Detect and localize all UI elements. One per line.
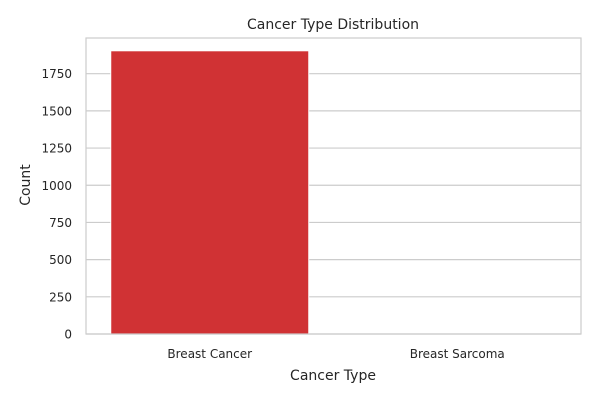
y-tick-label: 1750 bbox=[41, 67, 72, 81]
bar-breast-cancer bbox=[110, 50, 310, 335]
y-tick-labels: 0 250 500 750 1000 1250 1500 1750 bbox=[41, 67, 72, 341]
y-tick-label: 1000 bbox=[41, 179, 72, 193]
bars bbox=[110, 50, 310, 335]
chart-title: Cancer Type Distribution bbox=[247, 17, 419, 33]
x-axis-label: Cancer Type bbox=[290, 368, 376, 384]
y-axis-label: Count bbox=[18, 164, 34, 206]
y-tick-label: 0 bbox=[64, 328, 72, 342]
y-tick-label: 750 bbox=[49, 216, 72, 230]
plot-frame bbox=[85, 37, 582, 335]
y-tick-label: 1250 bbox=[41, 142, 72, 156]
x-tick-label: Breast Sarcoma bbox=[410, 347, 505, 361]
x-tick-labels: Breast Cancer Breast Sarcoma bbox=[167, 347, 504, 361]
y-tick-label: 1500 bbox=[41, 104, 72, 118]
y-tick-label: 500 bbox=[49, 253, 72, 267]
y-tick-label: 250 bbox=[49, 290, 72, 304]
x-tick-label: Breast Cancer bbox=[167, 347, 252, 361]
